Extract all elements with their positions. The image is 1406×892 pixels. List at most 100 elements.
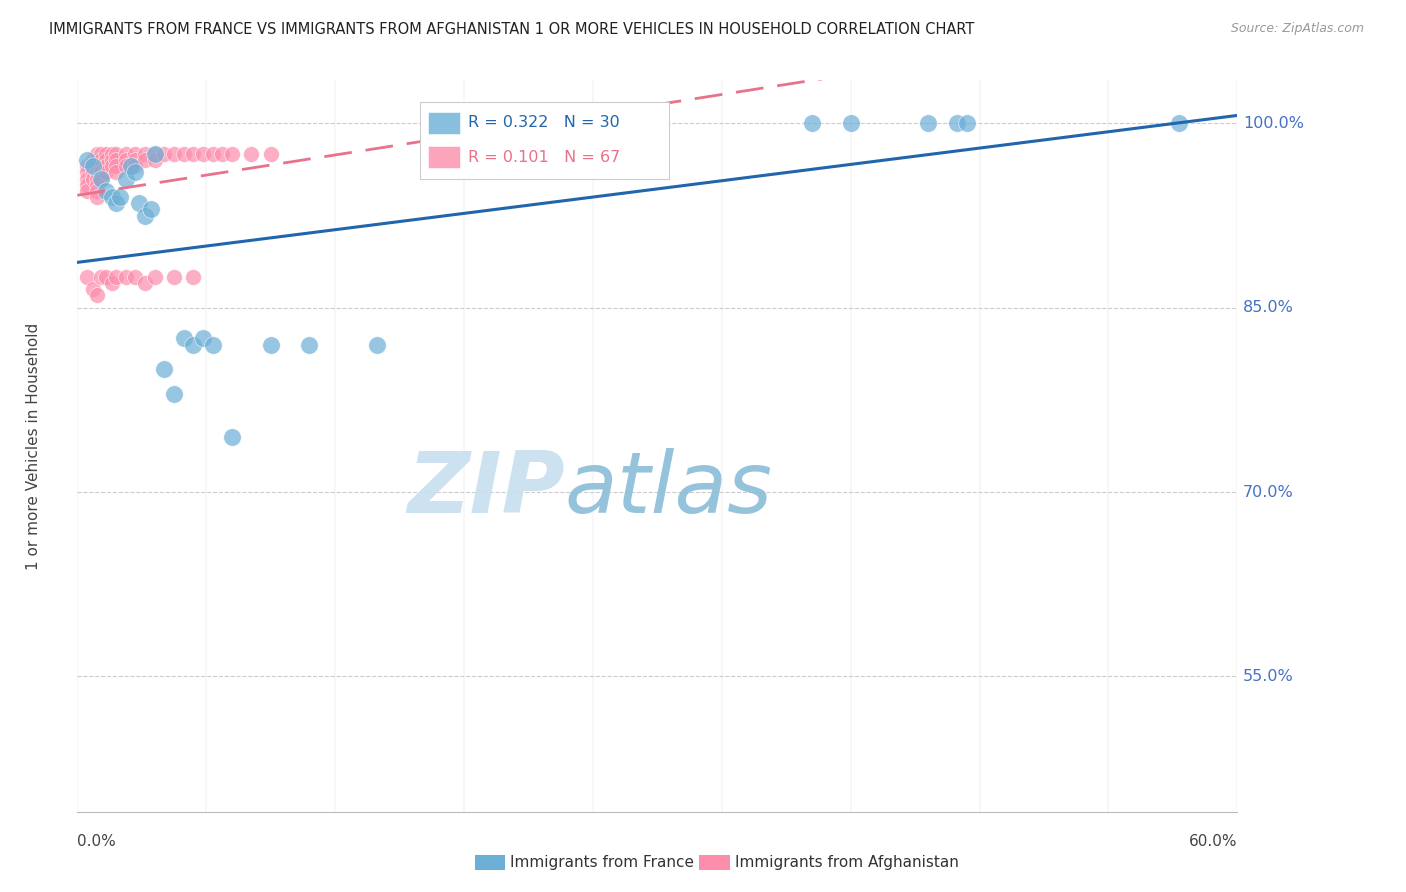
Text: R = 0.322   N = 30: R = 0.322 N = 30 — [468, 115, 620, 130]
Point — [124, 159, 146, 173]
Point — [96, 184, 118, 198]
Point — [105, 165, 127, 179]
Point — [101, 153, 124, 168]
Text: Source: ZipAtlas.com: Source: ZipAtlas.com — [1230, 22, 1364, 36]
Point — [101, 147, 124, 161]
Point — [101, 190, 124, 204]
Point — [114, 159, 136, 173]
Point — [114, 147, 136, 161]
Point — [90, 171, 111, 186]
Text: 1 or more Vehicles in Household: 1 or more Vehicles in Household — [25, 322, 41, 570]
Point — [134, 209, 156, 223]
Point — [96, 270, 118, 285]
Point — [82, 282, 104, 296]
Point — [143, 153, 166, 168]
Point — [82, 159, 104, 173]
Point — [134, 147, 156, 161]
Text: 60.0%: 60.0% — [1189, 834, 1237, 849]
Point — [86, 288, 108, 302]
Point — [86, 184, 108, 198]
Point — [183, 270, 205, 285]
Text: Immigrants from France: Immigrants from France — [510, 855, 693, 870]
Point — [82, 171, 104, 186]
Point — [96, 147, 118, 161]
Point — [76, 159, 98, 173]
Point — [191, 331, 214, 345]
Text: atlas: atlas — [565, 449, 772, 532]
Text: IMMIGRANTS FROM FRANCE VS IMMIGRANTS FROM AFGHANISTAN 1 OR MORE VEHICLES IN HOUS: IMMIGRANTS FROM FRANCE VS IMMIGRANTS FRO… — [49, 22, 974, 37]
Point — [105, 147, 127, 161]
Point — [143, 147, 166, 161]
Point — [90, 159, 111, 173]
Text: 85.0%: 85.0% — [1243, 301, 1294, 315]
Point — [917, 116, 939, 130]
Point — [108, 190, 131, 204]
Point — [114, 153, 136, 168]
Point — [191, 147, 214, 161]
Point — [76, 270, 98, 285]
Point — [366, 337, 388, 351]
Text: 100.0%: 100.0% — [1243, 116, 1305, 131]
Point — [90, 165, 111, 179]
Point — [105, 159, 127, 173]
Point — [211, 147, 233, 161]
Point — [86, 147, 108, 161]
Point — [82, 165, 104, 179]
Point — [221, 430, 243, 444]
Text: Immigrants from Afghanistan: Immigrants from Afghanistan — [735, 855, 959, 870]
Point — [153, 147, 176, 161]
Point — [76, 153, 98, 168]
Point — [128, 196, 150, 211]
Point — [86, 159, 108, 173]
Point — [143, 147, 166, 161]
Point — [105, 153, 127, 168]
Point — [153, 362, 176, 376]
Point — [86, 171, 108, 186]
Point — [163, 386, 186, 401]
Text: 55.0%: 55.0% — [1243, 669, 1294, 684]
Point — [183, 147, 205, 161]
Point — [96, 165, 118, 179]
Point — [183, 337, 205, 351]
Text: R = 0.101   N = 67: R = 0.101 N = 67 — [468, 150, 620, 165]
Point — [260, 337, 283, 351]
Point — [298, 337, 321, 351]
Point — [956, 116, 979, 130]
Point — [946, 116, 969, 130]
Point — [173, 331, 195, 345]
Point — [90, 171, 111, 186]
FancyBboxPatch shape — [427, 146, 460, 168]
Point — [201, 337, 224, 351]
Point — [101, 159, 124, 173]
Point — [76, 165, 98, 179]
Point — [163, 147, 186, 161]
Point — [76, 184, 98, 198]
Point — [96, 153, 118, 168]
Point — [121, 159, 143, 173]
Point — [124, 270, 146, 285]
Point — [801, 116, 824, 130]
Point — [163, 270, 186, 285]
Text: ZIP: ZIP — [406, 449, 565, 532]
Point — [82, 153, 104, 168]
Point — [76, 171, 98, 186]
Point — [114, 270, 136, 285]
Point — [105, 196, 127, 211]
Point — [90, 270, 111, 285]
Point — [76, 178, 98, 192]
FancyBboxPatch shape — [419, 103, 669, 179]
Point — [143, 270, 166, 285]
Point — [101, 276, 124, 290]
Point — [124, 147, 146, 161]
Point — [90, 153, 111, 168]
Point — [221, 147, 243, 161]
Point — [96, 159, 118, 173]
Point — [139, 202, 162, 217]
Point — [86, 190, 108, 204]
Point — [124, 153, 146, 168]
Point — [173, 147, 195, 161]
Point — [240, 147, 263, 161]
Point — [86, 153, 108, 168]
Point — [839, 116, 862, 130]
Point — [86, 165, 108, 179]
